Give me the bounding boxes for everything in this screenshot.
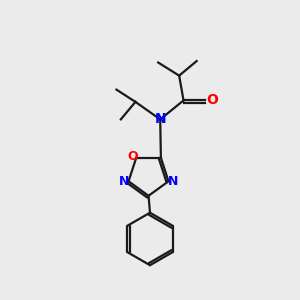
Text: O: O <box>128 150 138 163</box>
Text: N: N <box>154 112 166 126</box>
Text: N: N <box>119 175 129 188</box>
Text: N: N <box>168 175 178 188</box>
Text: O: O <box>206 93 218 107</box>
